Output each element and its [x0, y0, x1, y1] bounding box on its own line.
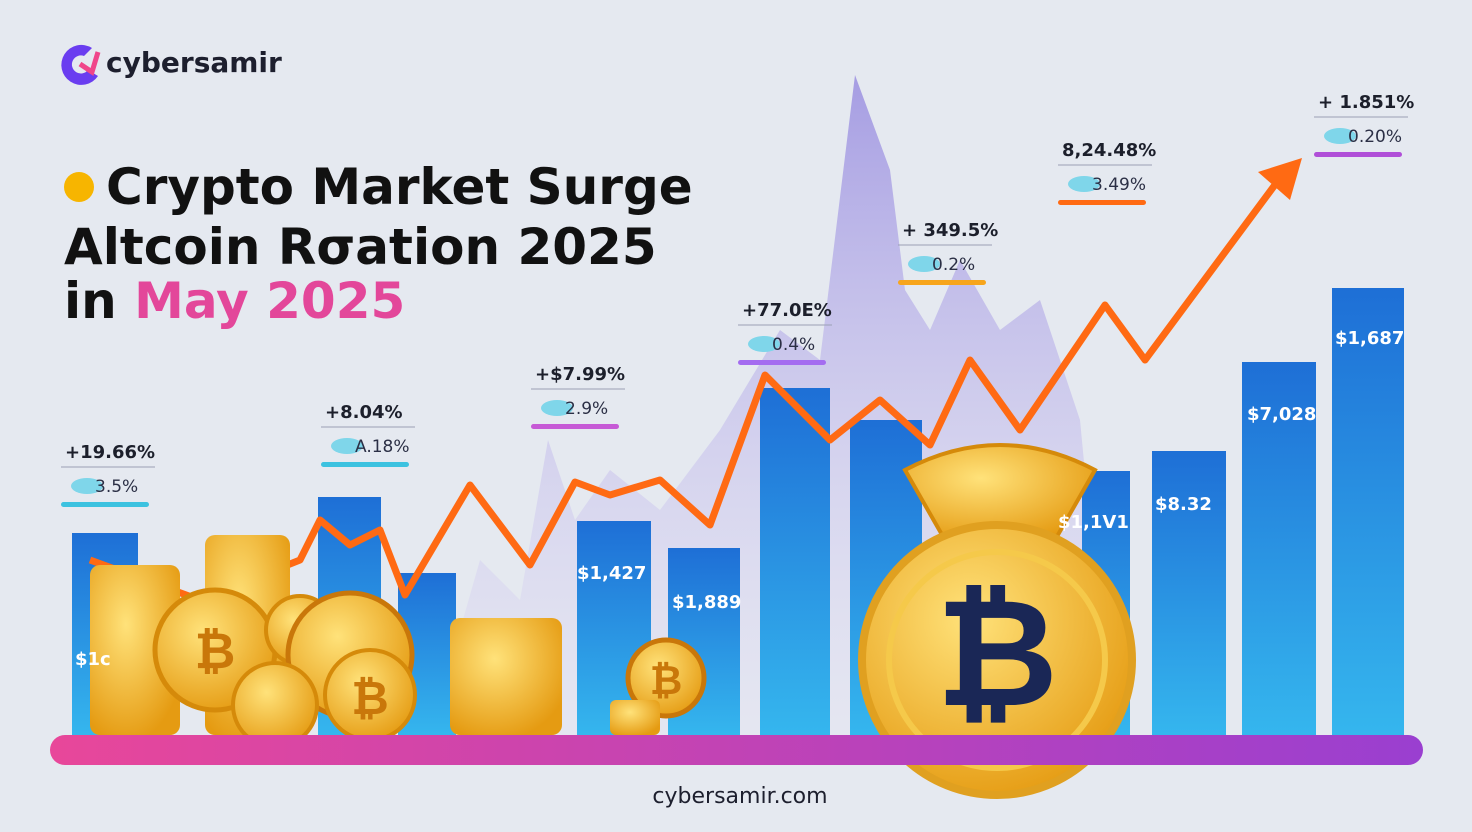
- title-prefix: in: [64, 272, 117, 330]
- detail-label: 3.5%: [95, 477, 138, 497]
- accent-line: [1058, 200, 1146, 205]
- bar-label: $1,427: [577, 563, 646, 584]
- accent-line: [898, 280, 986, 285]
- cloud-icon: [541, 400, 573, 416]
- title-line: Crypto Market Surge: [106, 158, 693, 216]
- change-label: + 349.5%: [902, 220, 998, 241]
- accent-line: [321, 462, 409, 467]
- coin: [625, 637, 707, 719]
- trend-line: [88, 175, 1283, 604]
- title-bullet: [64, 172, 94, 202]
- coins: ₿ ₿ ₿: [90, 535, 707, 749]
- bar: [760, 388, 830, 735]
- title-line: Altcoin Rσation 2025: [64, 218, 657, 276]
- bag-symbol: ₿: [936, 567, 1058, 741]
- coin-stack: [90, 565, 180, 735]
- detail-label: 0.4%: [772, 335, 815, 355]
- bag-top: [902, 443, 1098, 542]
- bar-label: $1,687: [1335, 328, 1404, 349]
- detail-label: 3.49%: [1092, 175, 1146, 195]
- accent-line: [738, 360, 826, 365]
- bar-label: $7,028: [1247, 404, 1316, 425]
- trend-arrow: [1258, 158, 1302, 200]
- cloud-icon: [748, 336, 780, 352]
- detail-label: 2.9%: [565, 399, 608, 419]
- accent-line: [531, 424, 619, 429]
- change-label: 8,24.48%: [1062, 140, 1156, 161]
- coin-symbol: ₿: [650, 658, 683, 704]
- detail-label: 0.20%: [1348, 127, 1402, 147]
- bar-label: $1,1V1: [1058, 512, 1129, 533]
- base-band: [50, 735, 1423, 765]
- bar-labels: $1c $1,427 $1,889 $1,1V1 $8.32 $7,028 $1,687: [75, 328, 1404, 670]
- title-highlight: May 2025: [134, 272, 405, 330]
- bar-label: $1c: [75, 649, 111, 670]
- cloud-icon: [1068, 176, 1100, 192]
- brand-logo-check: [78, 51, 101, 76]
- change-label: +$7.99%: [535, 364, 625, 385]
- bar-label: $1,889: [672, 592, 741, 613]
- bar: [1152, 451, 1226, 735]
- annotations: +19.66% 3.5% +8.04% A.18% +$7.99% 2.9% +77.0E%…: [61, 92, 1414, 507]
- bar: [1242, 362, 1316, 735]
- cloud-icon: [331, 438, 363, 454]
- cloud-icon: [908, 256, 940, 272]
- change-label: +19.66%: [65, 442, 155, 463]
- coin-stack: [450, 618, 562, 735]
- coin-symbol: ₿: [195, 622, 236, 680]
- title-line: in May 2025: [64, 272, 405, 330]
- change-label: +77.0E%: [742, 300, 832, 321]
- money-bag: ₿: [858, 443, 1136, 799]
- coin-symbol: ₿: [351, 671, 389, 725]
- coin: [231, 661, 319, 749]
- change-label: + 1.851%: [1318, 92, 1414, 113]
- cloud-icon: [71, 478, 103, 494]
- accent-line: [1314, 152, 1402, 157]
- bag-coin: [858, 521, 1136, 799]
- change-label: +8.04%: [325, 402, 403, 423]
- bar-label: $8.32: [1155, 494, 1212, 515]
- brand: cybersamir: [61, 44, 282, 85]
- brand-logo: [61, 44, 98, 85]
- bar: [1332, 288, 1404, 735]
- bag-coin-ring: [886, 549, 1108, 771]
- detail-label: A.18%: [355, 437, 410, 457]
- cloud-icon: [1324, 128, 1356, 144]
- detail-label: 0.2%: [932, 255, 975, 275]
- footer-url: cybersamir.com: [652, 784, 827, 809]
- brand-name: cybersamir: [106, 46, 282, 79]
- coin-stack: [610, 700, 660, 735]
- accent-line: [61, 502, 149, 507]
